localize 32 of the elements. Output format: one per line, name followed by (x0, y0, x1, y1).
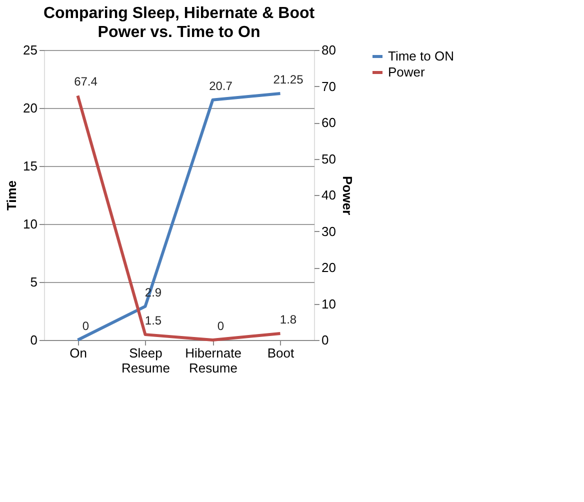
data-label: 1.5 (144, 314, 162, 328)
data-label: 0 (217, 319, 224, 333)
y-tick-label: 5 (30, 274, 38, 290)
data-label: 67.4 (74, 74, 98, 89)
legend-label: Time to ON (388, 48, 454, 64)
data-label: 1.8 (280, 312, 297, 326)
y2-tick-label: 70 (322, 78, 336, 94)
y2-tick-label: 40 (322, 188, 336, 202)
data-label: 21.25 (273, 72, 304, 86)
y-tick-label: 25 (23, 42, 38, 58)
data-label: 20.7 (209, 78, 233, 93)
x-tick-label: Hibernate Resume (185, 346, 242, 376)
chart-title: Comparing Sleep, Hibernate & Boot (43, 5, 316, 22)
y-tick-label: 0 (30, 332, 38, 348)
y2-tick-label: 20 (322, 260, 336, 275)
y-axis-title: Time (4, 180, 20, 211)
x-tick-label: On (70, 346, 87, 360)
y2-axis-title: Power (340, 176, 355, 216)
y2-tick-label: 30 (322, 224, 336, 239)
chart-subtitle: Power vs. Time to On (98, 24, 260, 41)
x-tick-label: Sleep Resume (122, 346, 170, 376)
y2-tick-label: 10 (322, 296, 336, 312)
y2-tick-label: 0 (322, 332, 329, 348)
y-tick-label: 15 (23, 158, 38, 174)
y-tick-label: 20 (23, 100, 38, 116)
y2-tick-label: 60 (322, 115, 336, 130)
y-tick-label: 10 (23, 216, 38, 232)
x-tick-label: Boot (267, 346, 295, 360)
y2-tick-label: 50 (322, 151, 336, 166)
y2-tick-label: 80 (322, 42, 336, 58)
data-label: 0 (82, 319, 90, 333)
legend-label: Power (388, 64, 426, 80)
